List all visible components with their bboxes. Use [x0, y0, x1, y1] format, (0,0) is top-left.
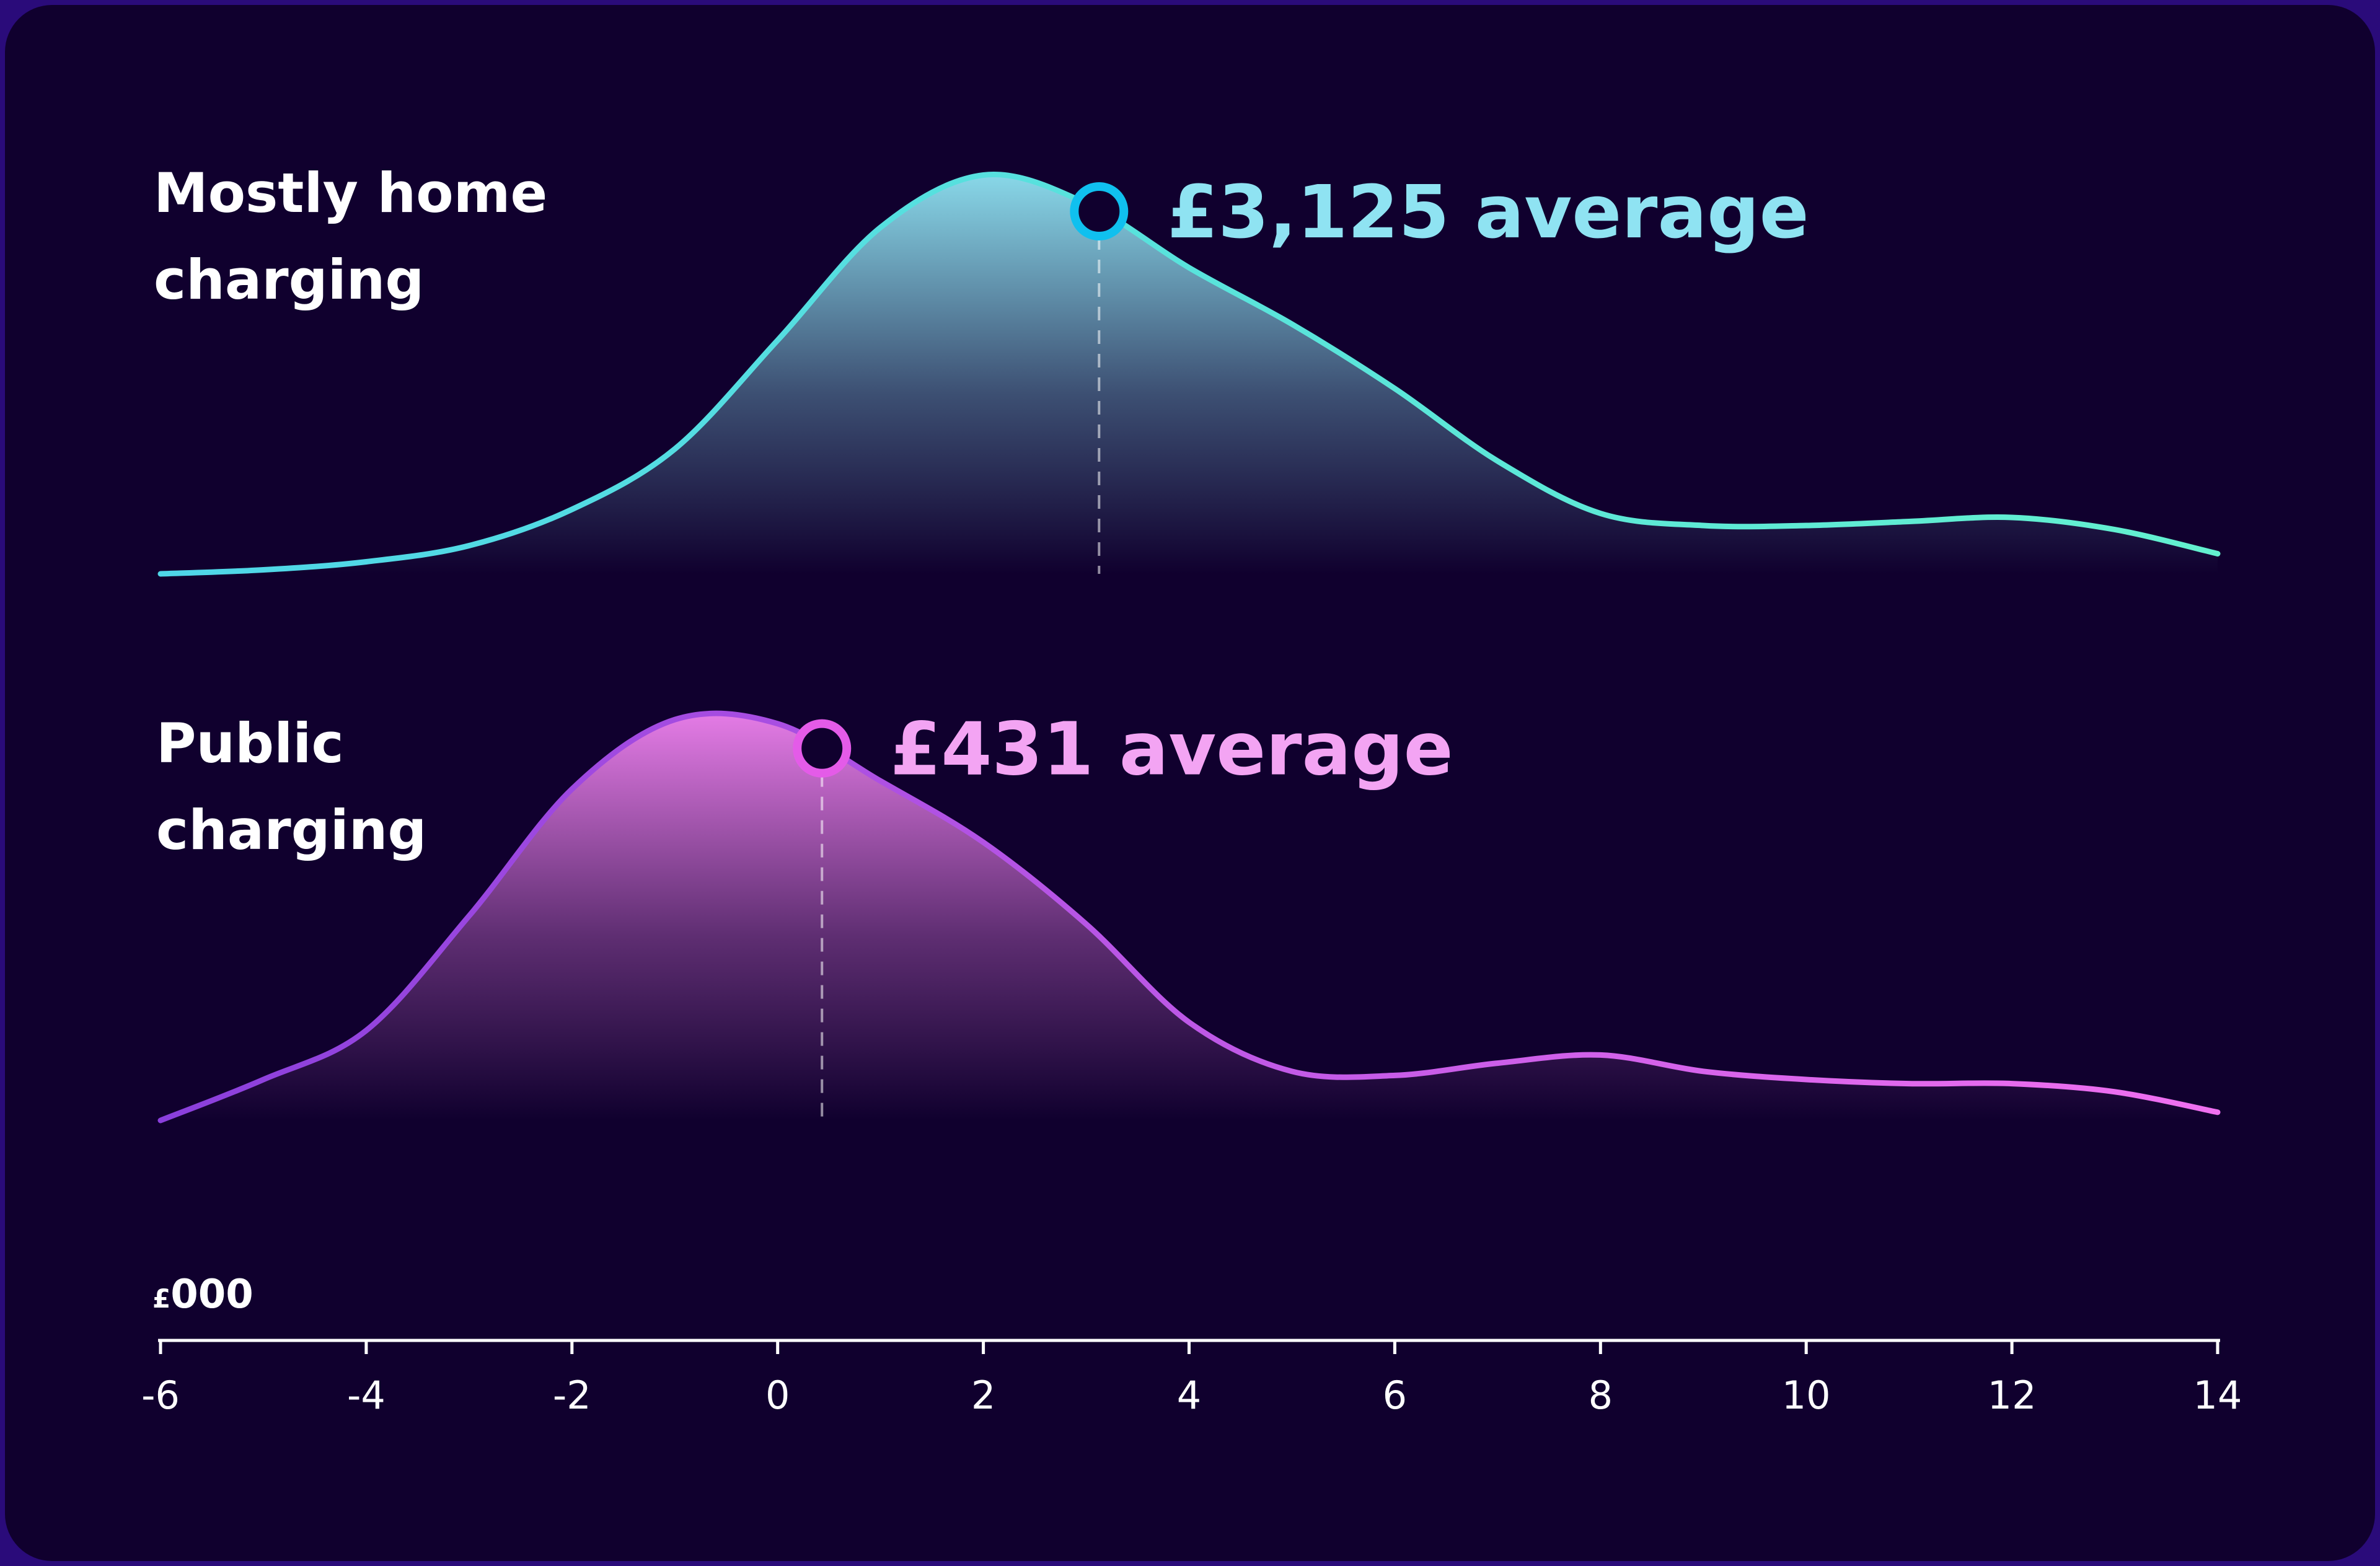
x-axis-unit-thousands: 000	[170, 1272, 253, 1317]
series-0-average-marker	[1070, 182, 1129, 240]
x-axis-unit: £000	[152, 1272, 253, 1317]
series-0-average-label: £3,125 average	[1167, 169, 1809, 255]
x-tick-label: 4	[1177, 1373, 1201, 1418]
x-axis-unit-currency: £	[152, 1283, 170, 1314]
series-1-name-label: Public charging	[156, 711, 426, 862]
x-tick-label: -2	[553, 1373, 591, 1418]
series-1-line	[157, 710, 2221, 1124]
series-0-name-line: Mostly home	[154, 161, 547, 225]
series-1-average-label: £431 average	[890, 706, 1453, 792]
series-0-area	[161, 174, 2218, 574]
series-0-name-label: Mostly home charging	[154, 161, 547, 312]
series-0: £3,125 average Mostly home charging	[154, 161, 2221, 577]
chart-card: £3,125 average Mostly home charging £431 av…	[5, 5, 2375, 1561]
x-tick-label: 0	[765, 1373, 790, 1418]
x-tick-label: 8	[1589, 1373, 1613, 1418]
x-axis: £000 -6 -4 -2 0 2 4 6 8 10 12 14	[141, 1272, 2242, 1418]
x-tick-label: 10	[1782, 1373, 1831, 1418]
series-1: £431 average Public charging	[156, 706, 2221, 1124]
x-tick-label: -6	[141, 1373, 180, 1418]
x-tick-label: 14	[2193, 1373, 2242, 1418]
x-tick-label: -4	[347, 1373, 386, 1418]
x-tick-label: 2	[971, 1373, 995, 1418]
series-0-line	[157, 172, 2221, 577]
series-1-name-line: Public	[156, 711, 344, 775]
series-0-name-line: charging	[154, 248, 424, 312]
x-tick-label: 6	[1383, 1373, 1407, 1418]
x-axis-ticks: -6 -4 -2 0 2 4 6 8 10 12 14	[141, 1340, 2242, 1418]
x-tick-label: 12	[1988, 1373, 2037, 1418]
series-1-average-marker	[793, 719, 852, 778]
series-1-area	[161, 713, 2218, 1120]
series-1-name-line: charging	[156, 798, 426, 862]
